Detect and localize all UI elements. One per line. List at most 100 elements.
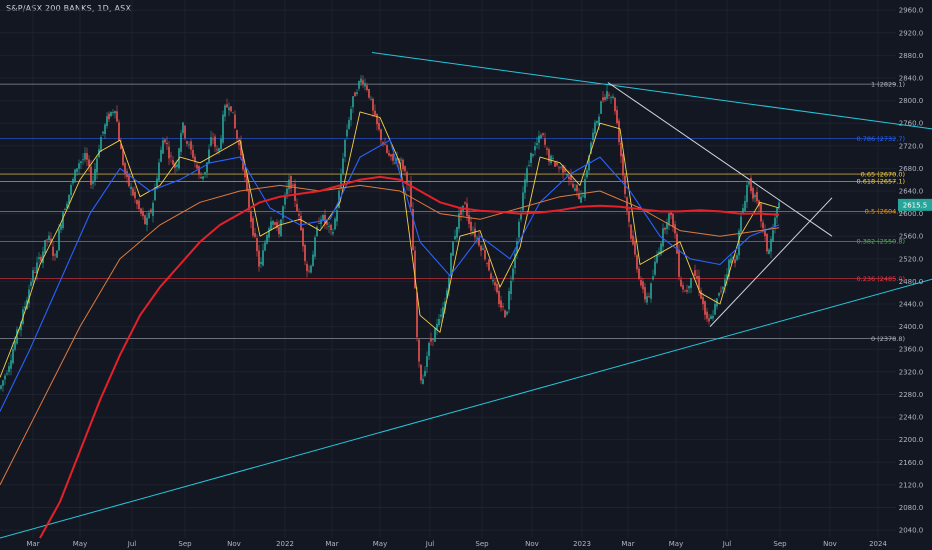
fib-label: 0.382 (2550.8)	[857, 238, 906, 246]
candle-body	[486, 263, 488, 264]
candle-body	[760, 203, 762, 222]
candle-body	[20, 321, 22, 331]
candle-body	[106, 116, 108, 126]
x-tick-label: Sep	[475, 540, 489, 548]
candle-body	[4, 375, 6, 380]
candle-body	[762, 222, 764, 229]
x-tick-label: 2024	[869, 540, 887, 548]
candle-body	[346, 129, 348, 137]
candle-body	[262, 250, 264, 266]
candle-body	[776, 207, 778, 218]
candle-body	[608, 94, 610, 96]
candle-body	[646, 296, 648, 303]
candle-body	[200, 177, 202, 179]
candle-body	[150, 209, 152, 213]
candle-body	[102, 131, 104, 134]
candle-body	[132, 188, 134, 196]
candle-body	[560, 166, 562, 168]
candle-body	[656, 254, 658, 263]
candle-body	[376, 113, 378, 125]
candle-body	[548, 149, 550, 162]
candle-body	[402, 159, 404, 170]
candle-body	[308, 270, 310, 272]
candle-body	[68, 194, 70, 204]
wedge-bottom	[709, 197, 833, 327]
candle-body	[168, 146, 170, 159]
y-tick-label: 2360.0	[899, 346, 924, 354]
candle-body	[196, 164, 198, 169]
candle-body	[416, 292, 418, 338]
candle-body	[182, 122, 184, 133]
candle-body	[40, 256, 42, 261]
y-tick-label: 2720.0	[899, 142, 924, 150]
candle-body	[254, 233, 256, 237]
candle-body	[528, 165, 530, 167]
x-tick-label: May	[373, 540, 387, 548]
candle-body	[426, 356, 428, 368]
candle-body	[164, 139, 166, 143]
candle-body	[388, 153, 390, 156]
candle-body	[280, 219, 282, 237]
candle-body	[170, 155, 172, 157]
candle-body	[74, 169, 76, 183]
candle-body	[696, 276, 698, 279]
candle-body	[700, 290, 702, 299]
candle-body	[460, 209, 462, 215]
sma-200-line	[39, 175, 780, 539]
candle-body	[390, 154, 392, 157]
candle-body	[644, 287, 646, 300]
y-tick-label: 2960.0	[899, 7, 924, 15]
candle-body	[500, 300, 502, 308]
sma-mid-line	[0, 139, 780, 412]
y-tick-label: 2480.0	[899, 278, 924, 286]
x-tick-label: May	[669, 540, 683, 548]
y-tick-label: 2920.0	[899, 29, 924, 37]
candle-body	[384, 144, 386, 146]
y-tick-label: 2600.0	[899, 210, 924, 218]
candle-body	[430, 339, 432, 342]
candle-body	[360, 78, 362, 83]
candle-body	[250, 210, 252, 222]
candle-body	[276, 222, 278, 228]
candle-body	[498, 291, 500, 305]
x-tick-label: 2023	[573, 540, 591, 548]
x-tick-label: Mar	[621, 540, 634, 548]
candle-body	[290, 175, 292, 189]
candle-body	[634, 240, 636, 255]
candle-body	[736, 255, 738, 260]
candle-body	[650, 283, 652, 299]
candle-body	[648, 295, 650, 297]
candle-body	[166, 142, 168, 145]
candle-body	[0, 385, 2, 389]
candle-body	[2, 380, 4, 386]
candle-body	[664, 227, 666, 230]
x-tick-label: May	[73, 540, 87, 548]
y-tick-label: 2040.0	[899, 527, 924, 535]
candle-body	[668, 213, 670, 226]
candle-body	[688, 285, 690, 289]
candle-body	[468, 215, 470, 224]
candle-body	[76, 168, 78, 172]
candle-body	[444, 301, 446, 311]
candle-body	[314, 237, 316, 257]
candle-body	[172, 160, 174, 165]
candle-body	[470, 222, 472, 231]
candle-body	[84, 153, 86, 160]
candle-body	[92, 180, 94, 184]
y-tick-label: 2280.0	[899, 391, 924, 399]
candle-body	[234, 114, 236, 129]
candle-body	[274, 222, 276, 225]
candle-body	[654, 261, 656, 275]
candle-body	[66, 203, 68, 208]
candle-body	[604, 96, 606, 101]
candle-body	[362, 80, 364, 85]
candle-body	[540, 134, 542, 139]
candle-body	[544, 138, 546, 145]
candle-body	[496, 283, 498, 293]
candle-body	[534, 146, 536, 151]
candle-body	[410, 181, 412, 207]
candle-body	[194, 156, 196, 162]
candle-body	[218, 148, 220, 152]
candle-body	[396, 158, 398, 161]
